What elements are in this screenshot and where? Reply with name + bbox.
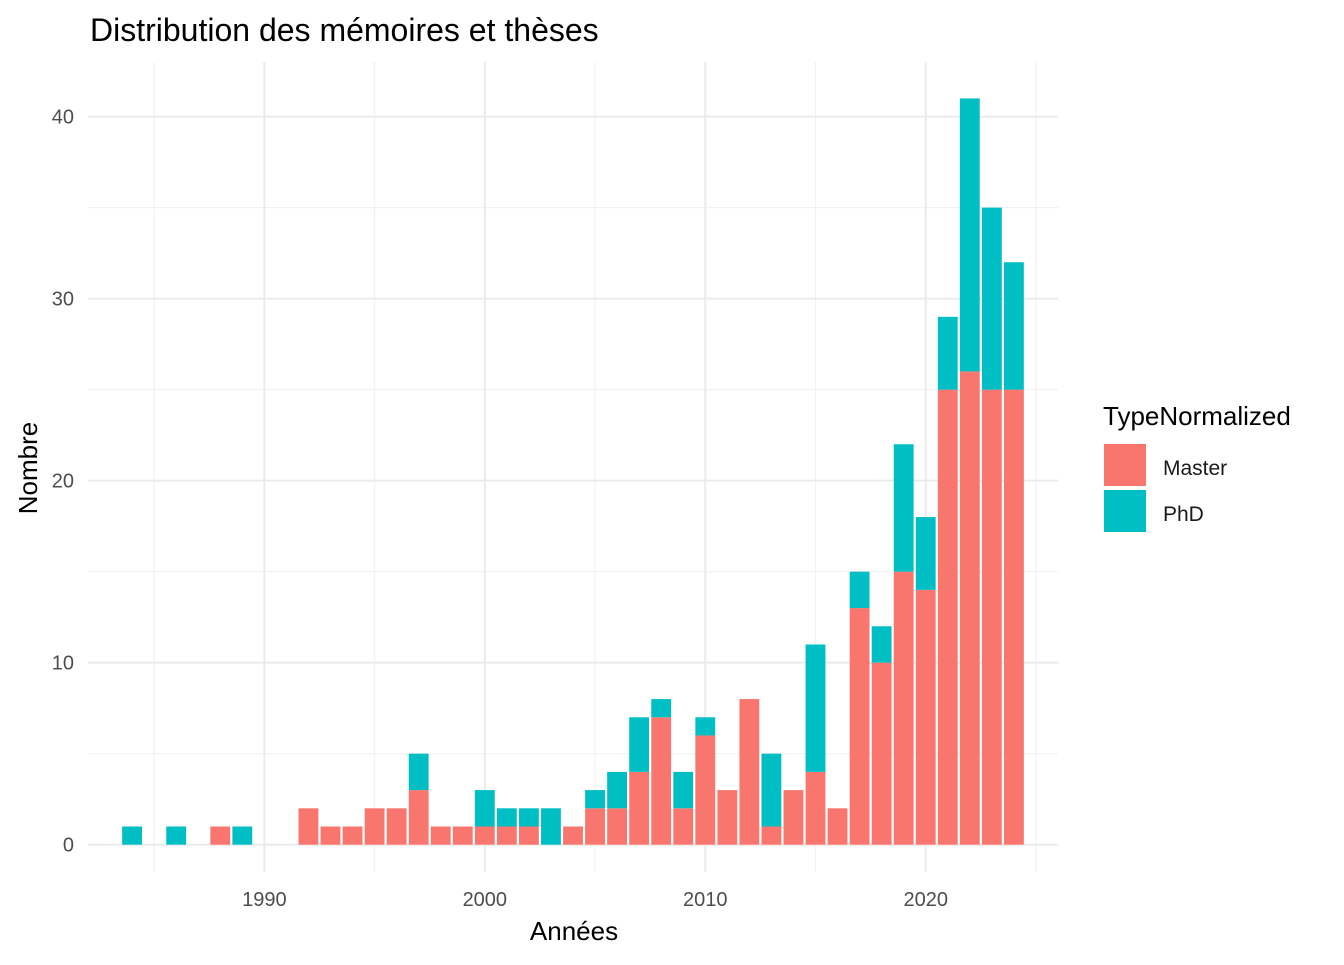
y-tick-label: 10 (52, 653, 74, 675)
bar-master-1998 (430, 826, 451, 845)
legend-title: TypeNormalized (1103, 401, 1291, 431)
bar-master-2004 (563, 826, 583, 845)
bar-phd-2000 (474, 790, 495, 827)
bar-master-2014 (783, 790, 804, 845)
y-tick-label: 20 (52, 471, 74, 493)
bar-phd-2023 (981, 207, 1002, 390)
bar-phd-2021 (937, 316, 958, 390)
bar-master-1999 (452, 826, 473, 845)
bar-phd-2013 (761, 753, 782, 827)
y-tick-label: 40 (52, 107, 74, 129)
y-axis-ticks: 0 10 20 30 40 (52, 107, 74, 857)
bar-master-2012 (739, 699, 760, 845)
bar-phd-2018 (871, 626, 892, 663)
bar-phd-2010 (695, 717, 716, 736)
bar-master-1988 (210, 826, 231, 845)
bar-master-1997 (408, 790, 429, 845)
legend: TypeNormalized Master PhD (1103, 401, 1291, 532)
x-tick-label: 2010 (683, 889, 728, 911)
legend-label-phd: PhD (1163, 503, 1204, 526)
bar-master-1992 (298, 808, 319, 845)
bar-phd-1984 (122, 826, 143, 845)
bar-phd-2017 (849, 571, 870, 609)
bar-master-2022 (959, 371, 980, 845)
bar-master-2010 (695, 735, 716, 845)
x-tick-label: 1990 (242, 889, 287, 911)
bar-phd-2001 (496, 808, 517, 827)
x-axis-ticks: 1990 2000 2010 2020 (242, 889, 948, 911)
bar-phd-2009 (673, 771, 694, 809)
bar-master-2013 (761, 826, 782, 845)
x-tick-label: 2000 (463, 889, 508, 911)
bar-master-2023 (981, 389, 1002, 845)
bar-phd-2020 (915, 517, 936, 590)
bar-phd-2019 (893, 444, 914, 572)
bar-phd-2005 (585, 790, 605, 809)
x-tick-label: 2020 (903, 889, 948, 911)
bar-master-2008 (651, 717, 672, 845)
bar-master-2015 (805, 771, 826, 845)
bar-master-1995 (364, 808, 385, 845)
bar-phd-2008 (651, 699, 672, 718)
bar-master-2024 (1003, 389, 1024, 845)
bar-master-2021 (937, 389, 958, 845)
bar-master-2009 (673, 808, 694, 845)
bars (122, 98, 1024, 845)
bar-master-2020 (915, 589, 936, 845)
y-tick-label: 30 (52, 289, 74, 311)
legend-key-master (1104, 444, 1146, 486)
bar-master-2007 (629, 771, 650, 845)
bar-phd-2024 (1003, 262, 1024, 390)
bar-master-1993 (320, 826, 341, 845)
bar-master-2011 (717, 790, 738, 845)
bar-phd-2002 (518, 808, 539, 827)
bar-master-2002 (518, 826, 539, 845)
bar-phd-2003 (541, 808, 561, 845)
bar-phd-2006 (607, 771, 628, 809)
y-tick-label: 0 (63, 835, 74, 857)
bar-master-2000 (474, 826, 495, 845)
bar-master-2018 (871, 662, 892, 845)
bar-master-2001 (496, 826, 517, 845)
bar-master-2006 (607, 808, 628, 845)
bar-master-1996 (386, 808, 407, 845)
bar-phd-1986 (166, 826, 187, 845)
bar-phd-2015 (805, 644, 826, 772)
y-axis-label: Nombre (13, 422, 43, 514)
bar-master-2019 (893, 571, 914, 845)
bar-phd-1997 (408, 753, 429, 791)
bar-master-2017 (849, 608, 870, 845)
bar-master-2016 (827, 808, 848, 845)
legend-key-phd (1104, 490, 1146, 532)
bar-phd-2022 (959, 98, 980, 372)
bar-master-2005 (585, 808, 605, 845)
bar-master-1994 (342, 826, 363, 845)
grid-lines (88, 62, 1058, 872)
x-axis-label: Années (530, 916, 618, 946)
bar-phd-2007 (629, 717, 650, 772)
chart-title: Distribution des mémoires et thèses (90, 12, 599, 48)
legend-label-master: Master (1163, 457, 1227, 480)
bar-phd-1989 (232, 826, 253, 845)
